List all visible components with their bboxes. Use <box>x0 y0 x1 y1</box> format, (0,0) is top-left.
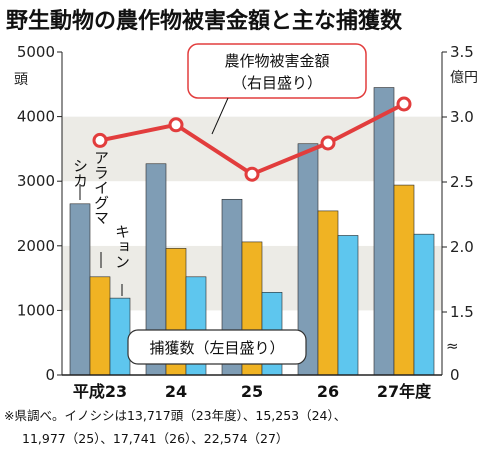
right-axis-unit: 億円 <box>450 70 478 86</box>
footnote-line: ※県調べ。イノシシは13,717頭（23年度）、15,253（24）、 <box>4 408 346 423</box>
damage-line-point <box>244 166 260 182</box>
damage-line-point <box>168 117 184 133</box>
left-tick-label: 2000 <box>17 237 55 255</box>
right-axis-zero: 0 <box>450 366 460 384</box>
bar <box>337 235 359 376</box>
damage-line-point <box>320 135 336 151</box>
bar <box>109 297 131 376</box>
x-category-label: 25 <box>241 382 263 401</box>
left-tick-label: 4000 <box>17 108 55 126</box>
bar <box>373 87 395 376</box>
left-tick-label: 1000 <box>17 301 55 319</box>
right-tick-label: 1.5 <box>450 303 474 321</box>
axis-break-symbol: ≈ <box>446 337 459 355</box>
x-category-label: 24 <box>165 382 187 401</box>
footnote-line: 11,977（25）、17,741（26）、22,574（27） <box>22 431 288 446</box>
bar <box>89 276 111 376</box>
line-label-sub: （右目盛り） <box>232 74 322 92</box>
line-label-box <box>187 43 367 99</box>
series-label-araiguma: アライグマ <box>92 150 110 225</box>
bars <box>69 87 435 376</box>
bar <box>413 233 435 376</box>
left-tick-label: 3000 <box>17 172 55 190</box>
x-category-label: 26 <box>317 382 339 401</box>
line-label-leader <box>211 97 229 135</box>
line-label: 農作物被害金額 <box>224 52 329 70</box>
series-label-kyon: キョン <box>113 224 131 269</box>
damage-line <box>92 96 412 182</box>
damage-line-point <box>396 96 412 112</box>
chart-title: 野生動物の農作物被害金額と主な捕獲数 <box>6 8 403 34</box>
bar-legend-box <box>127 329 307 365</box>
right-tick-label: 3.5 <box>450 43 474 61</box>
bar <box>69 203 91 376</box>
footnote: ※県調べ。イノシシは13,717頭（23年度）、15,253（24）、 11,97… <box>4 408 346 446</box>
axes: 0 1000 2000 3000 4000 5000 頭 1.5 2.0 2.5 3.0 3.5 億円 0… <box>14 43 478 401</box>
left-tick-label: 5000 <box>17 43 55 61</box>
bar <box>317 210 339 376</box>
left-axis-unit: 頭 <box>14 72 28 88</box>
right-tick-label: 2.5 <box>450 173 474 191</box>
series-label-shika: シカ <box>71 158 89 188</box>
x-category-label: 平成23 <box>73 382 127 401</box>
bar <box>393 184 415 376</box>
damage-line-point <box>92 132 108 148</box>
bar-legend-label: 捕獲数（左目盛り） <box>149 339 284 357</box>
left-tick-label: 0 <box>45 366 55 384</box>
right-tick-label: 3.0 <box>450 108 474 126</box>
right-tick-label: 2.0 <box>450 238 474 256</box>
x-category-label: 27年度 <box>377 382 432 401</box>
